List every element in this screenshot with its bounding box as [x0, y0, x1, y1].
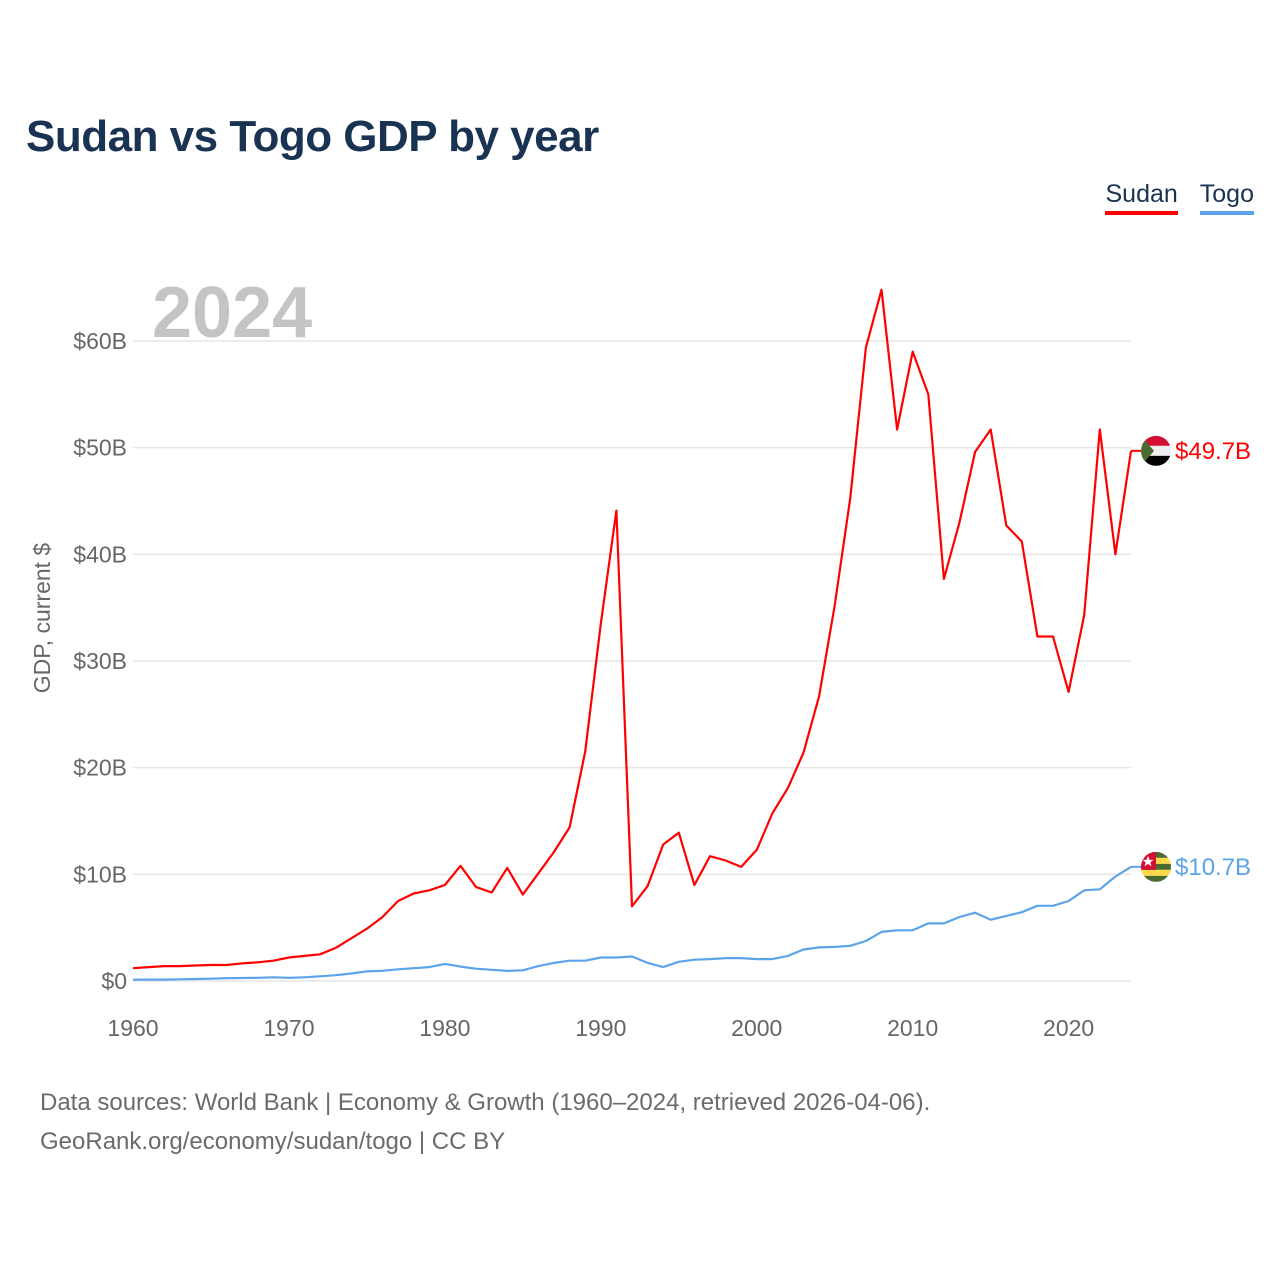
x-tick-label: 1960 — [107, 1015, 158, 1041]
y-tick-label: $40B — [73, 541, 127, 567]
legend-item-togo[interactable]: Togo — [1199, 180, 1254, 215]
y-tick-label: $60B — [73, 328, 127, 354]
y-tick-label: $0 — [101, 968, 127, 994]
x-tick-label: 2020 — [1043, 1015, 1094, 1041]
source-link[interactable]: GeoRank.org/economy/sudan/togo | CC BY — [40, 1128, 506, 1155]
footer: Data sources: World Bank | Economy & Gro… — [40, 1083, 930, 1161]
x-tick-label: 1990 — [575, 1015, 626, 1041]
series-line-sudan — [132, 288, 1133, 970]
x-tick-label: 1980 — [419, 1015, 470, 1041]
y-axis-label: GDP, current $ — [29, 543, 55, 694]
legend-item-sudan[interactable]: Sudan — [1105, 180, 1178, 215]
y-tick-label: $10B — [73, 861, 127, 887]
x-tick-label: 1970 — [263, 1015, 314, 1041]
togo-flag-icon — [1141, 851, 1171, 882]
y-tick-label: $20B — [73, 755, 127, 781]
year-watermark: 2024 — [152, 273, 312, 353]
y-tick-label: $30B — [73, 648, 127, 674]
end-value-label-sudan: $49.7B — [1175, 438, 1251, 465]
x-tick-label: 2000 — [731, 1015, 782, 1041]
legend: Sudan Togo — [1105, 180, 1254, 215]
series-line-togo — [132, 865, 1132, 981]
chart-title: Sudan vs Togo GDP by year — [26, 112, 599, 161]
end-value-label-togo: $10.7B — [1175, 854, 1251, 881]
data-source-note: Data sources: World Bank | Economy & Gro… — [40, 1089, 931, 1116]
x-tick-label: 2010 — [887, 1015, 938, 1041]
y-tick-label: $50B — [73, 435, 127, 461]
sudan-flag-icon — [1141, 435, 1171, 466]
